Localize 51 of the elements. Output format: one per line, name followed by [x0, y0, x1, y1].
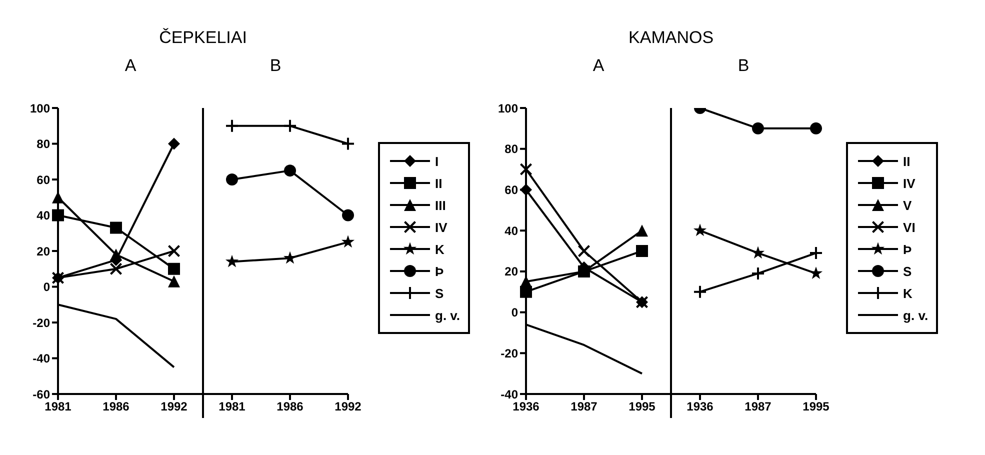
- y-tick-label: 100: [498, 101, 518, 116]
- x-tick-label: 1986: [276, 400, 304, 414]
- text: B: [268, 56, 282, 76]
- y-tick-label: 20: [504, 264, 518, 279]
- legend-label: g. v.: [435, 308, 460, 322]
- chart-title: ČEPKELIAI: [158, 28, 248, 48]
- y-tick-label: -40: [500, 387, 518, 402]
- x-tick-label: 1995: [802, 400, 830, 414]
- legend-label: S: [435, 286, 444, 300]
- legend-label: Þ: [903, 242, 912, 256]
- x-tick-label: 1981: [218, 400, 246, 414]
- legend-label: K: [903, 286, 912, 300]
- y-tick-label: 60: [36, 172, 50, 187]
- legend-label: g. v.: [903, 308, 928, 322]
- y-tick-label: -60: [32, 387, 50, 402]
- x-tick-label: 1981: [44, 400, 72, 414]
- x-tick-label: 1987: [570, 400, 598, 414]
- x-tick-label: 1987: [744, 400, 772, 414]
- legend-label: S: [903, 264, 912, 278]
- x-tick-label: 1986: [102, 400, 130, 414]
- legend-label: K: [435, 242, 444, 256]
- y-tick-label: 80: [36, 137, 50, 152]
- legend-label: VI: [903, 220, 916, 234]
- y-tick-label: 80: [504, 142, 518, 156]
- text: B: [736, 56, 750, 76]
- legend-label: II: [435, 176, 442, 190]
- x-tick-label: 1936: [686, 400, 714, 414]
- text: A: [124, 56, 138, 76]
- legend-label: Þ: [435, 264, 444, 278]
- y-tick-label: 40: [36, 208, 50, 223]
- y-tick-label: -40: [32, 352, 50, 366]
- x-tick-label: 1936: [512, 400, 540, 414]
- y-tick-label: -20: [500, 346, 518, 360]
- y-tick-label: 100: [30, 101, 50, 116]
- text: A: [592, 56, 606, 76]
- legend-label: V: [903, 198, 912, 212]
- y-tick-label: 20: [36, 244, 50, 258]
- y-tick-label: -20: [32, 316, 50, 330]
- legend-label: I: [435, 154, 439, 168]
- chart-title: KAMANOS: [628, 28, 715, 48]
- y-tick-label: 60: [504, 182, 518, 197]
- y-tick-label: 40: [504, 224, 518, 238]
- y-tick-label: 0: [511, 306, 518, 320]
- legend-label: II: [903, 154, 910, 168]
- x-tick-label: 1992: [160, 400, 188, 414]
- x-tick-label: 1992: [334, 400, 362, 414]
- legend-label: IV: [903, 176, 916, 190]
- legend-label: III: [435, 198, 446, 212]
- x-tick-label: 1995: [628, 400, 656, 414]
- legend-label: IV: [435, 220, 448, 234]
- y-tick-label: 0: [43, 280, 50, 294]
